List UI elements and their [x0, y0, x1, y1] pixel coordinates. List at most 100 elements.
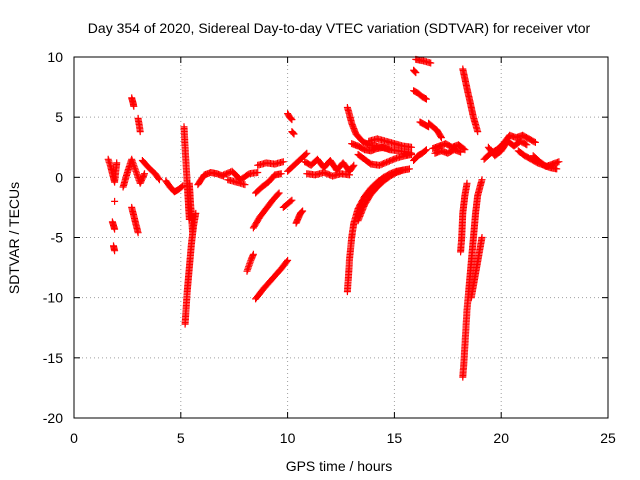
- data-point: [437, 134, 445, 142]
- data-series-s26: [284, 149, 311, 175]
- data-point: [408, 143, 415, 151]
- data-series-s01: [104, 155, 121, 186]
- data-series-s27: [301, 155, 358, 175]
- data-point: [303, 149, 311, 157]
- data-point: [249, 250, 257, 258]
- data-point: [410, 67, 418, 75]
- data-series-s42: [431, 146, 465, 157]
- data-series-s19: [243, 250, 257, 275]
- data-point: [141, 170, 148, 178]
- data-point: [287, 197, 295, 205]
- data-point: [522, 140, 530, 148]
- data-series-s20: [252, 256, 292, 303]
- axis-layer: 0 5 10 15 20 25 -20 -15 -10 -5 0 5 10: [43, 49, 616, 446]
- data-series-s33: [354, 151, 415, 169]
- data-series-s17: [252, 170, 285, 197]
- y-axis-title: SDTVAR / TECUs: [6, 182, 22, 294]
- data-point: [111, 225, 119, 233]
- data-point: [553, 165, 561, 173]
- data-point: [461, 146, 469, 154]
- data-point: [283, 258, 291, 266]
- data-series-s08: [128, 203, 142, 237]
- data-point: [286, 114, 294, 122]
- data-point: [105, 158, 113, 166]
- data-point: [241, 181, 249, 189]
- data-series-s43: [459, 65, 482, 136]
- data-point: [422, 146, 430, 154]
- data-series-s31: [343, 104, 415, 157]
- data-series-s18: [249, 189, 283, 232]
- data-series-s02: [108, 218, 119, 233]
- data-series-s15: [220, 167, 262, 184]
- data-series-s40: [425, 119, 445, 142]
- data-point: [289, 129, 297, 137]
- y-tick-label: 0: [55, 169, 63, 185]
- data-series-s25: [292, 207, 307, 227]
- data-point: [113, 159, 121, 167]
- y-tick-label: 5: [55, 109, 63, 125]
- data-series-s23: [288, 128, 298, 138]
- data-point: [274, 190, 282, 198]
- data-point: [290, 130, 298, 138]
- data-series-s07: [134, 114, 144, 136]
- y-tick-label: -5: [51, 230, 64, 246]
- data-point: [478, 234, 486, 241]
- data-point: [130, 102, 138, 110]
- x-tick-label: 5: [177, 430, 185, 446]
- data-point: [275, 189, 283, 197]
- y-tick-label: -20: [43, 410, 63, 426]
- y-tick-label: 10: [47, 49, 63, 65]
- data-point: [530, 138, 538, 146]
- data-point: [427, 59, 435, 67]
- data-series-s44: [457, 179, 471, 256]
- data-point: [297, 209, 305, 217]
- data-point: [111, 247, 119, 255]
- data-series-s03: [111, 197, 119, 205]
- data-point: [405, 165, 413, 173]
- data-series-s35: [410, 146, 430, 164]
- data-series-s09: [138, 157, 163, 184]
- data-series-s10: [162, 177, 187, 196]
- data-point: [408, 151, 415, 158]
- data-point: [155, 175, 163, 182]
- data-point: [422, 95, 430, 103]
- data-point: [412, 69, 420, 77]
- data-point: [399, 166, 407, 174]
- data-point: [523, 141, 531, 149]
- data-point: [531, 138, 539, 146]
- data-point: [288, 196, 296, 204]
- y-tick-label: -15: [43, 350, 63, 366]
- data-point: [287, 115, 295, 123]
- data-point: [555, 158, 563, 166]
- data-point: [437, 132, 445, 140]
- data-series-s45: [459, 176, 486, 381]
- data-point: [298, 208, 306, 216]
- data-point: [111, 197, 119, 205]
- data-series-s50: [529, 152, 563, 170]
- data-point: [463, 179, 471, 187]
- data-series-s48: [484, 137, 531, 160]
- data-series-s32: [348, 140, 394, 155]
- data-point: [284, 256, 292, 264]
- data-series-s13: [185, 179, 196, 235]
- chart-title: Day 354 of 2020, Sidereal Day-to-day VTE…: [88, 20, 591, 36]
- data-point: [386, 146, 394, 154]
- data-series-s34: [365, 135, 415, 151]
- data-point: [421, 147, 429, 155]
- data-series-s37: [410, 66, 420, 77]
- data-point: [289, 128, 297, 136]
- data-point: [411, 68, 419, 76]
- data-point: [457, 148, 465, 156]
- data-series-s21: [254, 158, 287, 169]
- data-series-s04: [110, 242, 119, 255]
- x-tick-label: 10: [280, 430, 296, 446]
- data-series-s16: [224, 176, 249, 189]
- data-point: [460, 145, 468, 153]
- data-series-s06: [128, 94, 138, 110]
- x-tick-label: 0: [70, 430, 78, 446]
- data-series-s46: [467, 234, 486, 302]
- x-axis-title: GPS time / hours: [286, 458, 393, 474]
- data-series-s22: [284, 110, 296, 124]
